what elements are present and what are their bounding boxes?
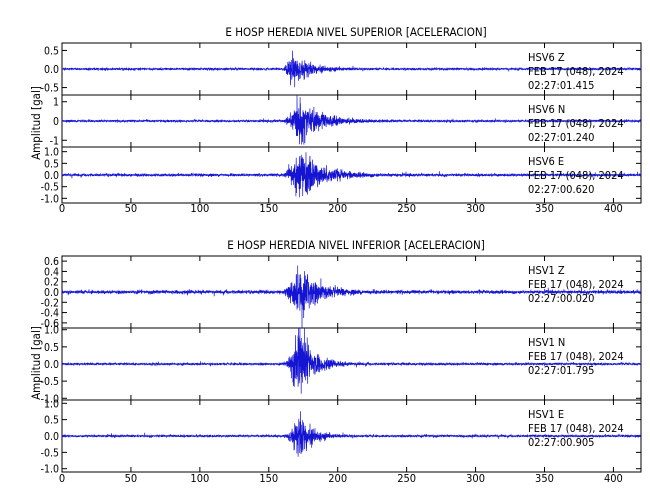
y-tick-label: -1.0 [41, 193, 59, 205]
y-tick-label: -0.5 [41, 447, 59, 459]
x-tick-label: 250 [397, 202, 416, 215]
channel-time-label: 02:27:00.905 [528, 436, 594, 449]
y-tick-label: 0.5 [44, 342, 59, 354]
x-tick-label: 150 [259, 202, 278, 215]
waveform-trace [61, 152, 642, 198]
y-tick-label: 1.0 [44, 147, 59, 159]
x-tick-label: 300 [466, 472, 485, 485]
x-tick-label: 50 [125, 472, 138, 485]
y-tick-label: 0.0 [44, 64, 59, 76]
channel-date-label: FEB 17 (048), 2024 [528, 422, 624, 435]
waveform-trace [61, 265, 642, 329]
y-tick-label: 0.5 [44, 158, 59, 170]
x-tick-label: 0 [59, 472, 65, 485]
channel-station-label: HSV6 Z [528, 51, 565, 64]
x-tick-label: 50 [125, 202, 138, 215]
y-tick-label: -0.6 [41, 318, 59, 330]
channel-station-label: HSV6 N [528, 103, 565, 116]
lower-level-panel-group: E HOSP HEREDIA NIVEL INFERIOR [ACELERACI… [29, 238, 642, 485]
y-tick-label: 1.0 [44, 398, 59, 410]
channel-date-label: FEB 17 (048), 2024 [528, 169, 624, 182]
y-tick-label: 0.2 [44, 277, 59, 289]
lower-amplitude-label: Amplitud [gal] [29, 326, 43, 400]
y-tick-label: 0.0 [44, 431, 59, 443]
y-tick-label: -0.2 [41, 297, 59, 309]
channel-date-label: FEB 17 (048), 2024 [528, 278, 624, 291]
x-tick-label: 100 [190, 202, 209, 215]
channel-date-label: FEB 17 (048), 2024 [528, 350, 624, 363]
channel-time-label: 02:27:01.415 [528, 79, 594, 92]
y-tick-label: -1.0 [41, 464, 59, 476]
upper-level-panel-group: E HOSP HEREDIA NIVEL SUPERIOR [ACELERACI… [29, 25, 642, 215]
x-tick-label: 100 [190, 472, 209, 485]
x-tick-label: 200 [328, 472, 347, 485]
channel-time-label: 02:27:01.795 [528, 364, 594, 377]
x-tick-label: 350 [535, 202, 554, 215]
channel-station-label: HSV1 Z [528, 264, 565, 277]
waveform-trace [61, 94, 642, 145]
waveform-trace [61, 327, 642, 394]
channel-date-label: FEB 17 (048), 2024 [528, 117, 624, 130]
x-tick-label: 400 [604, 472, 623, 485]
channel-station-label: HSV6 E [528, 155, 564, 168]
y-tick-label: 0.5 [44, 415, 59, 427]
channel-station-label: HSV1 N [528, 336, 565, 349]
y-tick-label: 0.0 [44, 287, 59, 299]
x-tick-label: 200 [328, 202, 347, 215]
channel-time-label: 02:27:00.620 [528, 183, 594, 196]
y-tick-label: 1.0 [44, 325, 59, 337]
channel-station-label: HSV1 E [528, 408, 564, 421]
waveform-trace [61, 50, 642, 88]
y-tick-label: 1 [53, 97, 59, 109]
x-tick-label: 150 [259, 472, 278, 485]
y-tick-label: -0.5 [41, 83, 59, 95]
y-tick-label: 0.6 [44, 256, 59, 268]
x-tick-label: 350 [535, 472, 554, 485]
y-tick-label: -1 [50, 135, 59, 147]
y-tick-label: -0.5 [41, 182, 59, 194]
y-tick-label: 0.0 [44, 359, 59, 371]
y-tick-label: -0.4 [41, 308, 59, 320]
y-tick-label: 0.4 [44, 266, 59, 278]
y-tick-label: -1.0 [41, 393, 59, 405]
channel-time-label: 02:27:00.020 [528, 292, 594, 305]
x-tick-label: 250 [397, 472, 416, 485]
y-tick-label: -0.5 [41, 376, 59, 388]
y-tick-label: 0 [53, 116, 59, 128]
y-tick-label: 0.5 [44, 45, 59, 57]
x-tick-label: 400 [604, 202, 623, 215]
channel-date-label: FEB 17 (048), 2024 [528, 65, 624, 78]
upper-amplitude-label: Amplitud [gal] [29, 86, 43, 160]
upper-panel-title: E HOSP HEREDIA NIVEL SUPERIOR [ACELERACI… [225, 25, 486, 39]
y-tick-label: 0.0 [44, 170, 59, 182]
lower-panel-title: E HOSP HEREDIA NIVEL INFERIOR [ACELERACI… [227, 238, 485, 252]
channel-time-label: 02:27:01.240 [528, 131, 594, 144]
waveform-trace [61, 411, 642, 457]
x-tick-label: 0 [59, 202, 65, 215]
x-tick-label: 300 [466, 202, 485, 215]
